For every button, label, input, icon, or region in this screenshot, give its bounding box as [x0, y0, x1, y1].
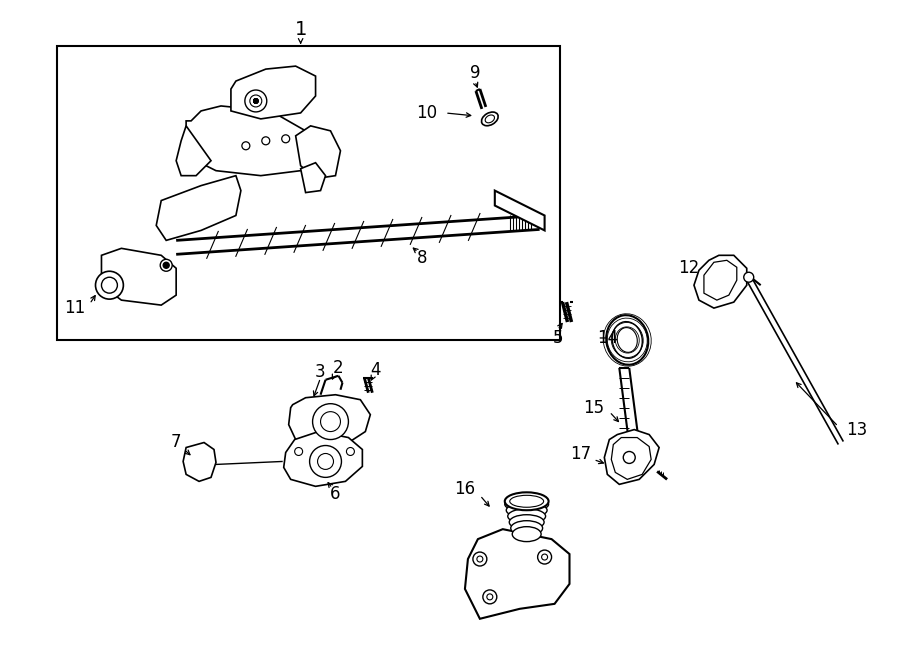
Text: 7: 7 [171, 432, 181, 451]
Circle shape [483, 590, 497, 604]
Text: 12: 12 [678, 259, 699, 277]
Circle shape [624, 451, 635, 463]
Circle shape [743, 272, 753, 282]
Circle shape [242, 142, 250, 150]
Polygon shape [694, 255, 747, 308]
Polygon shape [619, 368, 639, 444]
Polygon shape [495, 190, 544, 231]
Polygon shape [611, 438, 652, 479]
Text: 14: 14 [598, 329, 618, 347]
Circle shape [542, 554, 547, 560]
Polygon shape [176, 126, 211, 176]
Ellipse shape [510, 521, 543, 535]
Circle shape [318, 453, 334, 469]
Text: 17: 17 [571, 446, 591, 463]
Circle shape [253, 98, 258, 104]
Ellipse shape [485, 115, 494, 123]
Polygon shape [465, 529, 570, 619]
Circle shape [472, 552, 487, 566]
Polygon shape [284, 432, 363, 486]
Text: 10: 10 [416, 104, 437, 122]
Circle shape [160, 259, 172, 271]
Text: 8: 8 [417, 249, 428, 267]
Circle shape [294, 447, 302, 455]
Circle shape [282, 135, 290, 143]
Ellipse shape [512, 527, 541, 541]
Polygon shape [186, 106, 310, 176]
Circle shape [262, 137, 270, 145]
Text: 11: 11 [64, 299, 86, 317]
Polygon shape [296, 126, 340, 178]
Circle shape [95, 271, 123, 299]
Ellipse shape [508, 509, 545, 524]
Circle shape [245, 90, 266, 112]
Text: 13: 13 [846, 420, 868, 439]
Ellipse shape [507, 503, 547, 518]
Text: 4: 4 [370, 361, 381, 379]
Bar [57, 46, 560, 340]
Text: 1: 1 [294, 20, 307, 39]
Polygon shape [102, 249, 176, 305]
Ellipse shape [482, 112, 498, 126]
Circle shape [253, 98, 258, 104]
Polygon shape [231, 66, 316, 119]
Text: 5: 5 [553, 329, 562, 347]
Circle shape [310, 446, 341, 477]
Polygon shape [183, 442, 216, 481]
Circle shape [487, 594, 493, 600]
Circle shape [346, 447, 355, 455]
Ellipse shape [617, 328, 637, 352]
Text: 15: 15 [583, 399, 604, 416]
Circle shape [163, 262, 169, 268]
Ellipse shape [509, 515, 544, 529]
Ellipse shape [505, 497, 549, 512]
Polygon shape [289, 395, 370, 447]
Circle shape [537, 550, 552, 564]
Ellipse shape [607, 315, 648, 365]
Circle shape [253, 98, 258, 104]
Polygon shape [157, 176, 241, 241]
Text: 3: 3 [315, 363, 326, 381]
Circle shape [250, 95, 262, 107]
Ellipse shape [509, 495, 544, 507]
Circle shape [253, 98, 258, 104]
Text: 16: 16 [454, 481, 475, 498]
Text: 6: 6 [330, 485, 341, 503]
Ellipse shape [505, 492, 549, 510]
Polygon shape [301, 163, 326, 192]
Circle shape [320, 412, 340, 432]
Polygon shape [704, 260, 737, 300]
Circle shape [253, 98, 258, 104]
Ellipse shape [612, 322, 643, 358]
Text: 2: 2 [333, 359, 344, 377]
Polygon shape [604, 430, 659, 485]
Text: 9: 9 [470, 64, 480, 82]
Circle shape [253, 98, 258, 104]
Circle shape [312, 404, 348, 440]
Polygon shape [176, 215, 540, 254]
Circle shape [102, 277, 117, 293]
Circle shape [477, 556, 483, 562]
